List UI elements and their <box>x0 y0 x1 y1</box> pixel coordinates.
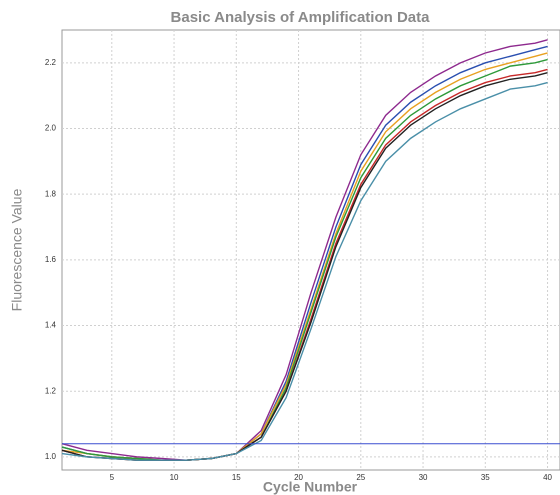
x-tick-label: 5 <box>110 473 115 482</box>
y-axis-label: Fluorescence Value <box>9 188 25 311</box>
y-tick-label: 1.8 <box>45 189 57 198</box>
y-tick-label: 2.0 <box>45 124 57 133</box>
y-tick-label: 1.0 <box>45 452 57 461</box>
x-tick-label: 20 <box>294 473 303 482</box>
x-tick-label: 15 <box>232 473 241 482</box>
x-tick-label: 40 <box>543 473 552 482</box>
x-tick-label: 25 <box>356 473 365 482</box>
x-tick-label: 10 <box>170 473 179 482</box>
plot-area <box>61 29 560 471</box>
chart-title: Basic Analysis of Amplification Data <box>171 9 431 26</box>
amplification-curve <box>61 39 548 461</box>
x-tick-label: 30 <box>419 473 428 482</box>
x-axis-label: Cycle Number <box>263 479 358 495</box>
x-tick-label: 35 <box>481 473 490 482</box>
y-tick-label: 1.6 <box>45 255 57 264</box>
y-tick-label: 1.2 <box>45 386 57 395</box>
amplification-curve <box>61 58 548 461</box>
y-tick-label: 1.4 <box>45 321 57 330</box>
y-tick-label: 2.2 <box>45 58 57 67</box>
amplification-curve <box>61 81 548 461</box>
